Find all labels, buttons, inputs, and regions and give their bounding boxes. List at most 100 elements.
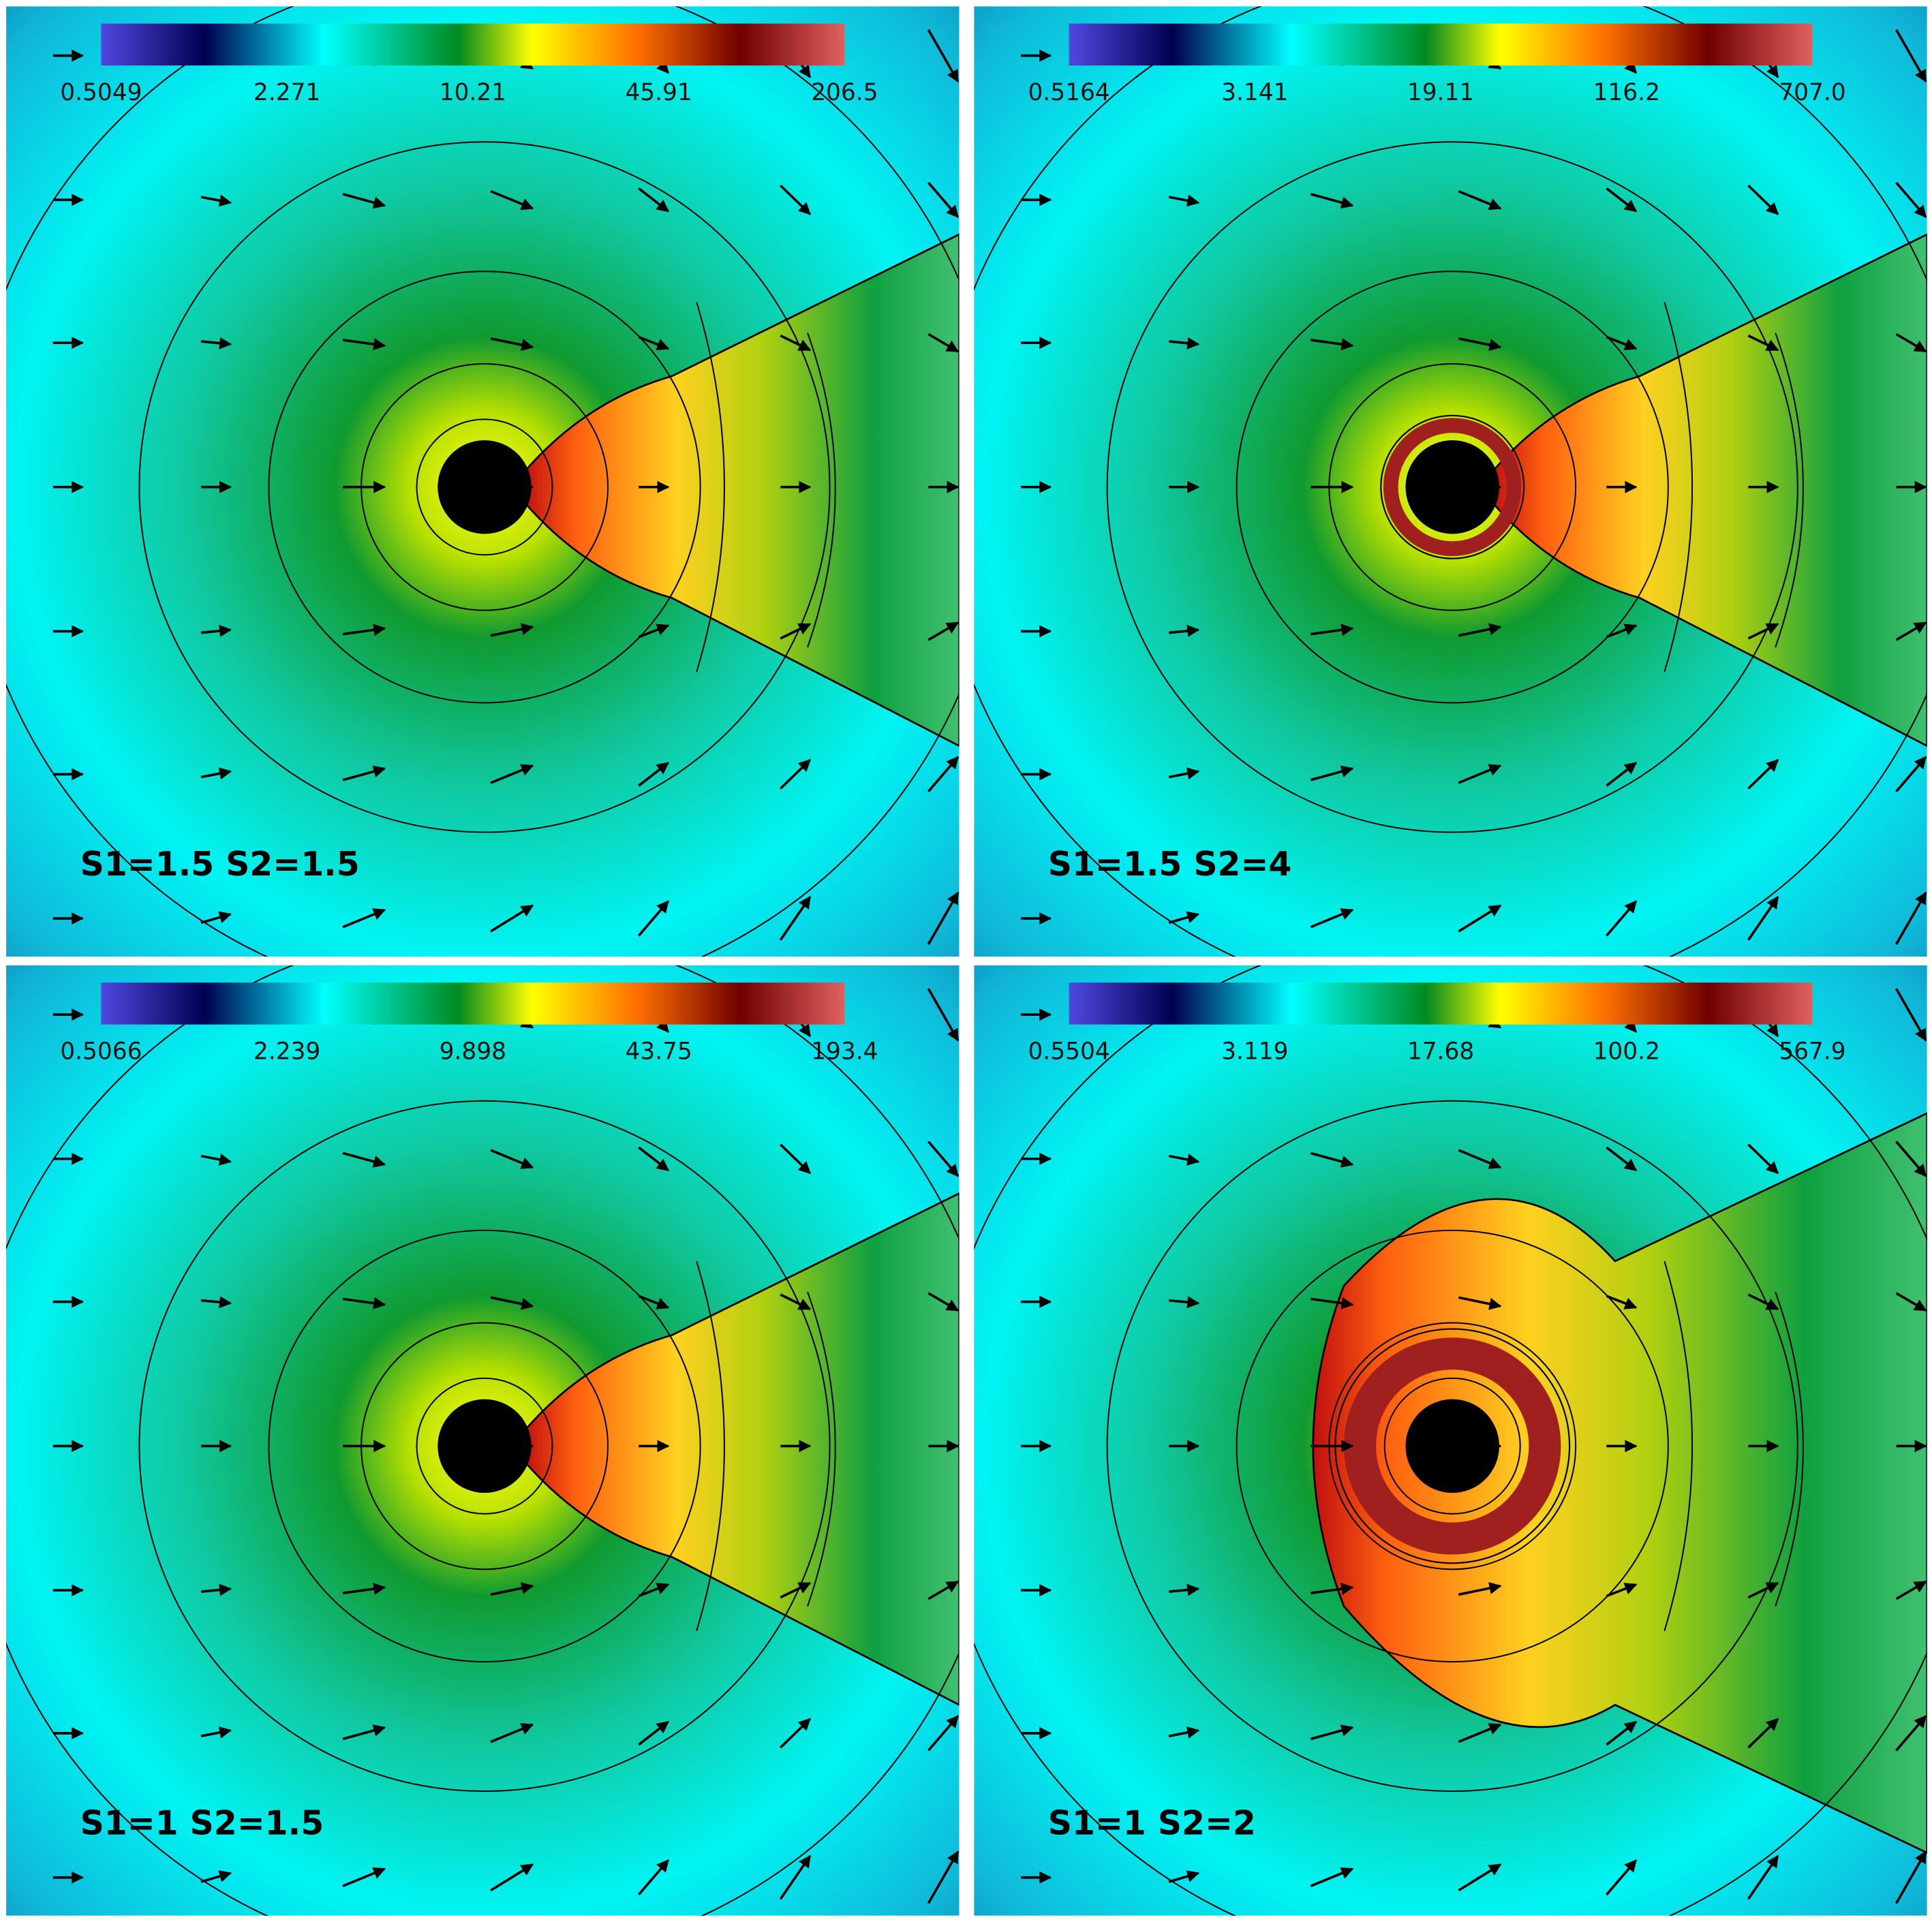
velocity-arrow <box>1310 1297 1354 1309</box>
velocity-arrow <box>1168 1296 1200 1309</box>
velocity-arrow <box>200 1153 232 1166</box>
velocity-arrow <box>927 756 960 792</box>
contour <box>268 1229 701 1663</box>
hot-ring-edge <box>1380 414 1525 559</box>
velocity-arrow <box>342 1583 386 1596</box>
contour <box>1106 1100 1798 1792</box>
shock-wedge <box>523 233 960 747</box>
velocity-arrow <box>1310 1867 1354 1887</box>
velocity-arrow <box>638 336 670 351</box>
velocity-arrow <box>1458 1723 1502 1743</box>
velocity-arrow <box>780 1293 812 1310</box>
contour <box>138 1100 831 1792</box>
central-body <box>1405 1399 1499 1493</box>
velocity-arrow <box>1168 1870 1200 1883</box>
colorbar-tick-label: 0.5504 <box>1028 1038 1109 1065</box>
velocity-arrow <box>1458 904 1502 933</box>
velocity-arrow <box>200 1583 232 1596</box>
velocity-arrow <box>927 1850 960 1904</box>
contour <box>268 270 701 704</box>
velocity-arrow <box>927 988 960 1042</box>
velocity-arrow <box>490 623 534 637</box>
velocity-arrow <box>200 1296 232 1309</box>
contour <box>1383 1377 1521 1515</box>
velocity-arrow <box>638 1583 670 1598</box>
velocity-arrow <box>1895 988 1927 1042</box>
hot-ring <box>1383 418 1522 557</box>
velocity-arrow <box>637 1859 669 1896</box>
contour <box>807 1291 836 1607</box>
velocity-arrow <box>1310 338 1354 351</box>
velocity-arrow <box>1458 1296 1502 1310</box>
contour <box>807 332 836 648</box>
velocity-arrow <box>1747 334 1779 352</box>
panel-plot <box>974 6 1927 957</box>
velocity-arrow <box>1895 1850 1927 1904</box>
contour <box>138 141 831 833</box>
velocity-arrow <box>1606 1720 1638 1746</box>
velocity-arrow <box>1606 1146 1638 1172</box>
velocity-arrow <box>1747 1581 1779 1599</box>
shock-wedge <box>523 1192 960 1706</box>
velocity-arrow <box>1310 623 1354 636</box>
velocity-arrow <box>1895 181 1927 218</box>
velocity-arrow <box>1747 1718 1779 1749</box>
panel: 0.5049 2.271 10.21 45.91 206.5 S1=1.5 S2=1.5 <box>6 6 960 957</box>
colorbar <box>1069 982 1813 1025</box>
colorbar <box>101 23 845 66</box>
velocity-arrow <box>1747 184 1779 215</box>
velocity-arrow <box>200 767 232 780</box>
velocity-arrow <box>200 194 232 207</box>
velocity-arrow <box>1747 623 1779 640</box>
velocity-arrow <box>1310 1583 1354 1596</box>
colorbar <box>101 982 845 1025</box>
colorbar-tick-label: 9.898 <box>440 1038 506 1065</box>
velocity-arrow <box>490 1296 534 1310</box>
velocity-arrow <box>1747 1855 1779 1900</box>
contour <box>1663 302 1693 672</box>
velocity-arrow <box>1895 1141 1927 1177</box>
contour <box>1236 270 1669 704</box>
contour <box>696 1260 725 1632</box>
panel-label: S1=1 S2=2 <box>1048 1803 1256 1842</box>
panel-plot <box>974 965 1927 1916</box>
velocity-arrow <box>779 1718 811 1749</box>
velocity-arrow <box>779 1143 811 1175</box>
colorbar-tick-label: 193.4 <box>811 1038 878 1065</box>
velocity-arrow <box>1606 187 1638 213</box>
hot-ring <box>1344 1337 1561 1555</box>
velocity-arrow <box>927 1141 960 1177</box>
contour <box>1106 141 1798 833</box>
velocity-arrow <box>200 1870 232 1883</box>
velocity-arrow <box>1895 332 1927 353</box>
colorbar-tick-label: 19.11 <box>1407 79 1474 106</box>
colorbar-tick-label: 116.2 <box>1593 79 1660 106</box>
panel: 0.5504 3.119 17.68 100.2 567.9 S1=1 S2=2 <box>974 965 1927 1916</box>
velocity-arrow <box>490 1723 534 1743</box>
velocity-arrow <box>1606 1295 1638 1309</box>
velocity-arrow <box>779 895 812 941</box>
velocity-arrow <box>490 1149 534 1169</box>
velocity-arrow <box>927 1292 960 1312</box>
velocity-arrow <box>1747 895 1779 941</box>
velocity-arrow <box>1895 1715 1927 1752</box>
velocity-arrow <box>1458 190 1502 211</box>
velocity-arrow <box>927 29 960 83</box>
velocity-arrow <box>1310 908 1354 929</box>
velocity-arrow <box>1458 1863 1502 1892</box>
colorbar-tick-label: 2.271 <box>254 79 320 106</box>
velocity-arrow <box>1458 337 1502 352</box>
velocity-arrow <box>1606 1859 1638 1896</box>
velocity-arrow <box>342 1151 386 1168</box>
colorbar-tick-label: 0.5049 <box>60 79 142 106</box>
velocity-arrow <box>200 625 232 638</box>
velocity-arrow <box>1310 1724 1354 1741</box>
velocity-arrow <box>342 1724 386 1741</box>
velocity-arrow <box>490 904 534 933</box>
contour <box>1775 332 1804 648</box>
contour <box>1663 1260 1693 1632</box>
panel: 0.5066 2.239 9.898 43.75 193.4 S1=1 S2=1.5 <box>6 965 960 1916</box>
velocity-arrow <box>1458 623 1502 637</box>
velocity-arrow <box>780 334 812 352</box>
